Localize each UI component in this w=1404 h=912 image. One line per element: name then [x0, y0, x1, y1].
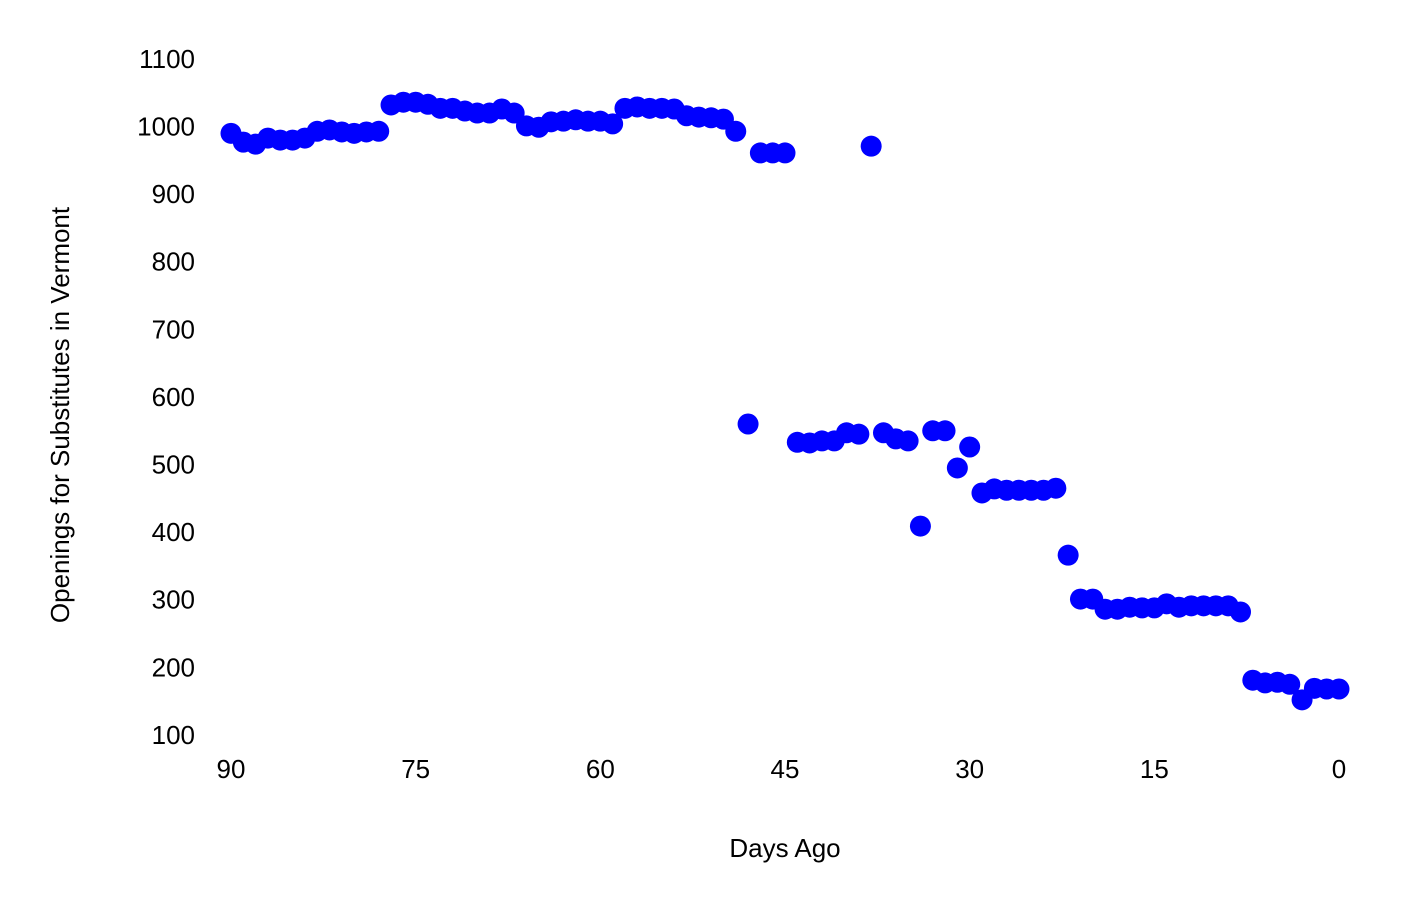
point	[725, 120, 747, 142]
y-tick-label: 200	[152, 652, 195, 682]
y-axis-label: Openings for Substitutes in Vermont	[45, 206, 75, 623]
point	[860, 135, 882, 157]
y-tick-label: 600	[152, 382, 195, 412]
point	[909, 515, 931, 537]
point	[1279, 673, 1301, 695]
point	[959, 436, 981, 458]
point	[368, 120, 390, 142]
point	[848, 423, 870, 445]
x-tick-label: 0	[1332, 754, 1346, 784]
y-tick-label: 900	[152, 179, 195, 209]
point	[774, 142, 796, 164]
y-tick-label: 1100	[139, 44, 195, 74]
point	[897, 430, 919, 452]
x-tick-label: 60	[586, 754, 615, 784]
y-tick-label: 800	[152, 247, 195, 277]
y-tick-label: 100	[152, 720, 195, 750]
point	[1057, 544, 1079, 566]
x-axis-label: Days Ago	[729, 833, 840, 863]
point	[602, 113, 624, 135]
point	[934, 420, 956, 442]
point	[946, 457, 968, 479]
y-tick-label: 1000	[137, 111, 195, 141]
point	[1230, 601, 1252, 623]
y-tick-label: 500	[152, 449, 195, 479]
point	[1045, 477, 1067, 499]
x-tick-label: 45	[771, 754, 800, 784]
y-tick-label: 700	[152, 314, 195, 344]
x-tick-label: 15	[1140, 754, 1169, 784]
y-tick-label: 300	[152, 585, 195, 615]
x-tick-label: 30	[955, 754, 984, 784]
point	[737, 413, 759, 435]
x-tick-label: 90	[217, 754, 246, 784]
x-tick-label: 75	[401, 754, 430, 784]
point	[1328, 678, 1350, 700]
y-tick-label: 400	[152, 517, 195, 547]
